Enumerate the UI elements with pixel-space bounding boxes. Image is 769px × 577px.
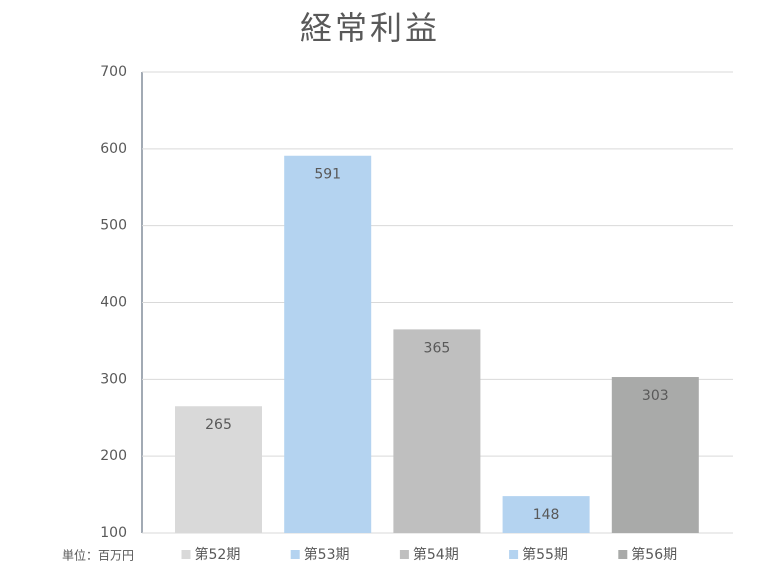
y-tick-label: 700 <box>100 64 127 80</box>
x-tick-label: 第55期 <box>522 546 568 563</box>
value-label: 591 <box>314 167 341 183</box>
legend-swatch <box>290 550 300 559</box>
legend-swatch <box>399 550 409 559</box>
x-tick-label: 第56期 <box>631 546 677 563</box>
bar <box>393 329 481 533</box>
unit-label: 単位：百万円 <box>62 548 134 563</box>
legend-swatch <box>181 550 191 559</box>
value-label: 365 <box>424 340 451 356</box>
x-tick-label: 第52期 <box>195 546 241 563</box>
bar <box>611 377 699 533</box>
bar <box>502 496 590 533</box>
bar <box>175 406 262 533</box>
y-tick-label: 500 <box>100 218 127 234</box>
y-tick-label: 400 <box>100 295 127 311</box>
y-tick-label: 300 <box>100 371 127 387</box>
x-tick-label: 第53期 <box>304 546 350 563</box>
chart-title: 経常利益 <box>300 9 440 47</box>
legend-swatch <box>618 550 628 559</box>
y-tick-label: 100 <box>100 525 127 541</box>
x-tick-label: 第54期 <box>413 546 459 563</box>
value-label: 265 <box>205 417 232 433</box>
value-label: 148 <box>533 507 560 523</box>
y-tick-label: 600 <box>100 141 127 157</box>
bar <box>284 155 372 533</box>
legend-swatch <box>509 550 519 559</box>
value-label: 303 <box>642 388 669 404</box>
y-tick-label: 200 <box>100 448 127 464</box>
